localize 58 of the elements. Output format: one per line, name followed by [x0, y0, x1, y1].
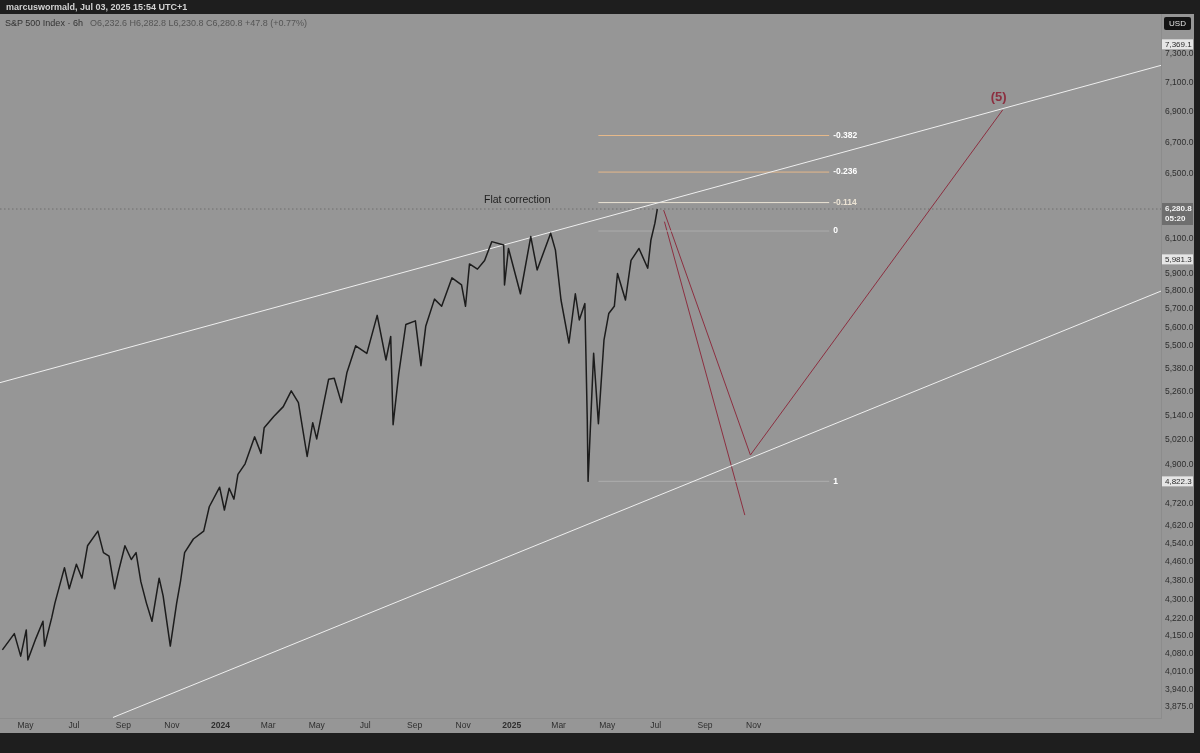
annotation: 5,981.3 [1165, 254, 1193, 264]
y-tick-label: 3,940.0 [1165, 683, 1194, 694]
y-tick-label: 5,500.0 [1165, 340, 1194, 351]
series-label: -0.236 [833, 166, 858, 177]
y-tick-label: 5,600.0 [1165, 321, 1194, 332]
y-tick-label: 4,300.0 [1165, 593, 1194, 604]
y-tick-label: 5,020.0 [1165, 434, 1194, 445]
y-tick-label: 5,140.0 [1165, 409, 1194, 420]
y-tick-label: 6,900.0 [1165, 106, 1194, 117]
y-tick-label: 7,100.0 [1165, 76, 1194, 87]
series-label: -0.382 [833, 129, 858, 140]
x-tick-label: May [308, 720, 326, 731]
x-tick-label: Nov [455, 720, 472, 731]
y-tick-label: 5,260.0 [1165, 386, 1194, 397]
y-tick-label: 4,380.0 [1165, 574, 1194, 585]
y-tick-label: 5,900.0 [1165, 267, 1194, 278]
ref-line-label: 6,280.8 05:20 [1165, 204, 1193, 224]
text: marcuswormald, Jul 03, 2025 15:54 UTC+1 [6, 2, 188, 12]
y-tick-label: 4,150.0 [1165, 630, 1194, 641]
annotation: (5) [990, 89, 1007, 105]
x-tick-label: Nov [164, 720, 181, 731]
y-tick-label: 4,620.0 [1165, 519, 1194, 530]
y-tick-label: 4,080.0 [1165, 647, 1194, 658]
x-tick-label: Jul [650, 720, 662, 731]
y-tick-label: 6,100.0 [1165, 233, 1194, 244]
annotation: 4,822.3 [1165, 476, 1193, 486]
chart-title: S&P 500 Index · 6h [5, 18, 83, 28]
series-label: 0 [833, 225, 839, 236]
y-tick-label: 6,700.0 [1165, 136, 1194, 147]
x-tick-label: Sep [697, 720, 713, 731]
x-tick-label: Jul [68, 720, 80, 731]
series-label: 1 [833, 475, 839, 486]
x-tick-label: Sep [115, 720, 132, 731]
y-tick-label: 6,500.0 [1165, 167, 1194, 178]
x-tick-label: Sep [407, 720, 423, 731]
x-tick-label: Mar [260, 720, 276, 731]
x-tick-label: 2024 [210, 720, 231, 731]
y-tick-label: 3,875.0 [1165, 701, 1194, 712]
y-tick-label: 4,460.0 [1165, 556, 1194, 567]
x-tick-label: Nov [746, 720, 762, 731]
y-tick-label: 5,800.0 [1165, 285, 1194, 296]
y-axis-title: USD [1164, 17, 1191, 30]
y-tick-label: 7,300.0 [1165, 48, 1194, 59]
y-tick-label: 4,900.0 [1165, 459, 1194, 470]
x-tick-label: May [17, 720, 35, 731]
x-tick-label: 2025 [502, 720, 522, 731]
y-tick-label: 5,380.0 [1165, 362, 1194, 373]
x-tick-label: Mar [551, 720, 567, 731]
y-tick-label: 4,220.0 [1165, 613, 1194, 624]
y-tick-label: 4,010.0 [1165, 665, 1194, 676]
y-tick-label: 4,540.0 [1165, 537, 1194, 548]
annotation: 7,369.1 [1165, 39, 1193, 49]
x-tick-label: May [599, 720, 616, 731]
x-tick-label: Jul [359, 720, 371, 731]
series-label: -0.114 [833, 196, 858, 207]
y-tick-label: 5,700.0 [1165, 303, 1194, 314]
y-tick-label: 4,720.0 [1165, 497, 1194, 508]
annotation: Flat correction [484, 193, 551, 205]
